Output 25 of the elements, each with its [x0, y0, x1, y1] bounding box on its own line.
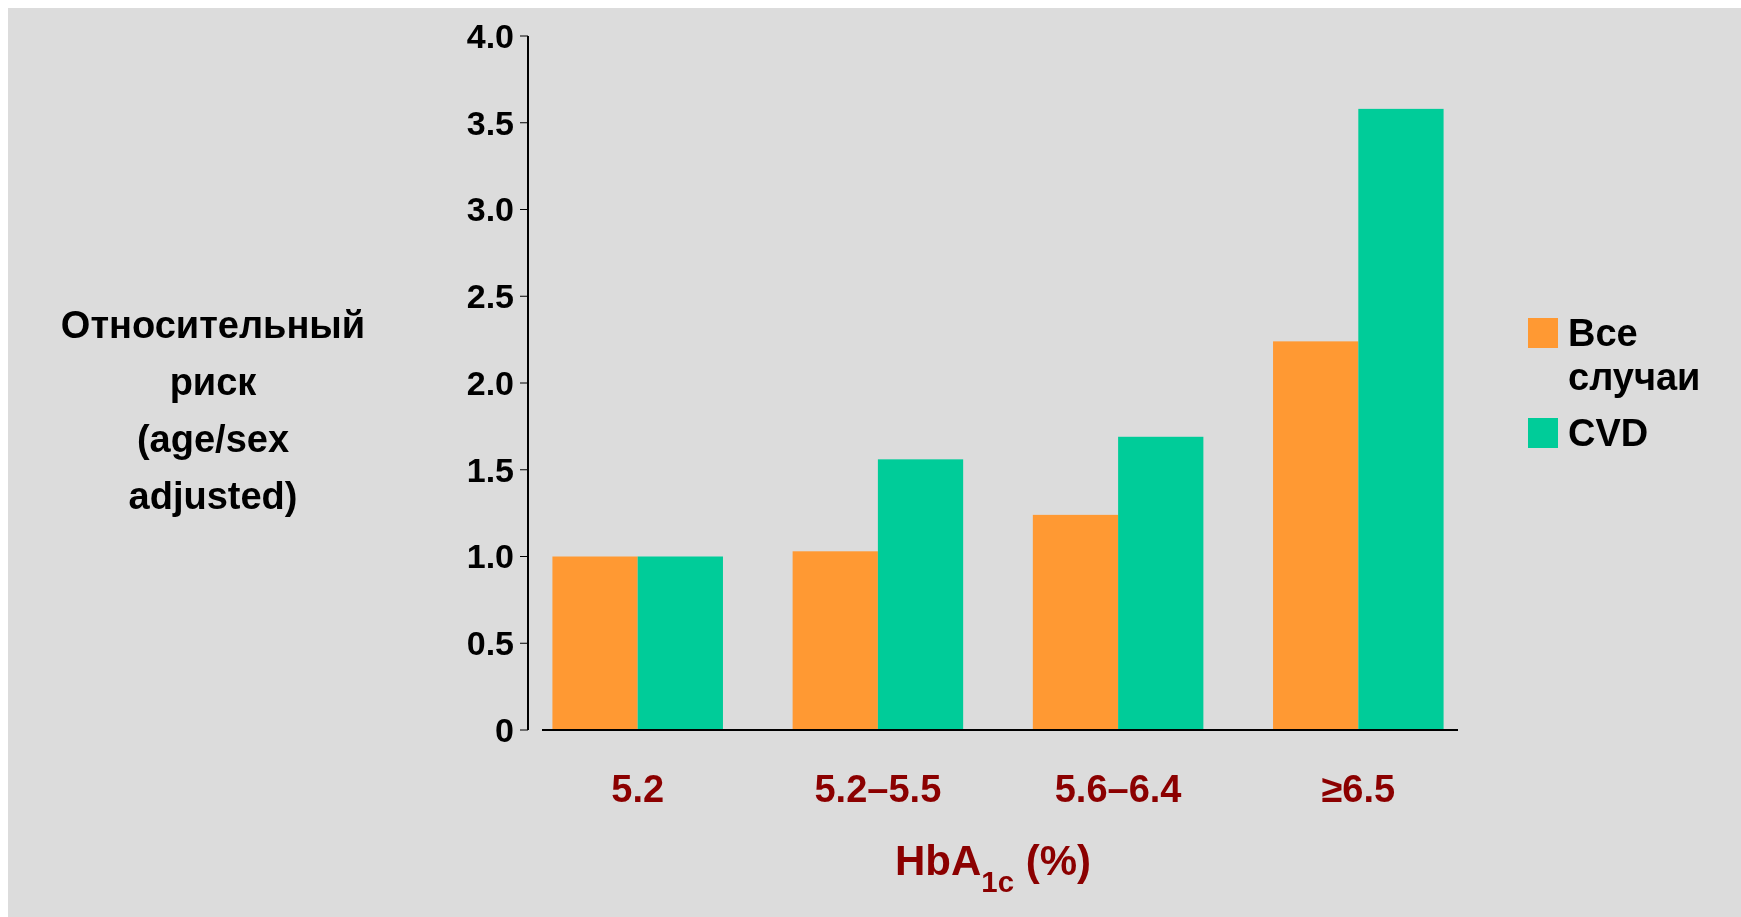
- bar: [1118, 436, 1204, 730]
- y-tick-label: 4.0: [466, 16, 514, 55]
- x-axis-title: HbA$_{1c}$ (%): [894, 837, 1092, 898]
- y-tick-label: 1.5: [466, 450, 514, 489]
- bar: [637, 556, 723, 730]
- x-tick-label: 5.2–5.5: [814, 768, 942, 810]
- bar: [877, 459, 964, 730]
- legend-label: Все случаи: [1568, 312, 1701, 399]
- y-tick-label: 2.5: [466, 277, 514, 316]
- y-tick-label: 0: [495, 710, 514, 749]
- bar: [552, 556, 638, 730]
- y-tick-label: 3.5: [466, 103, 514, 142]
- x-tick-label: ≥6.5: [1321, 768, 1396, 810]
- y-tick-label: 1.0: [466, 537, 514, 576]
- bar: [1358, 108, 1444, 730]
- y-tick-label: 3.0: [466, 190, 514, 229]
- x-tick-label: 5.6–6.4: [1054, 768, 1182, 810]
- y-tick-label: 2.0: [466, 363, 514, 402]
- x-tick-label: 5.2: [611, 768, 665, 810]
- bar: [1273, 341, 1359, 730]
- legend-label: CVD: [1568, 412, 1649, 455]
- y-tick-label: 0.5: [466, 624, 514, 663]
- y-axis-title: Относительный риск (age/sex adjusted): [60, 304, 366, 517]
- bar: [792, 551, 878, 730]
- bar: [1032, 514, 1119, 730]
